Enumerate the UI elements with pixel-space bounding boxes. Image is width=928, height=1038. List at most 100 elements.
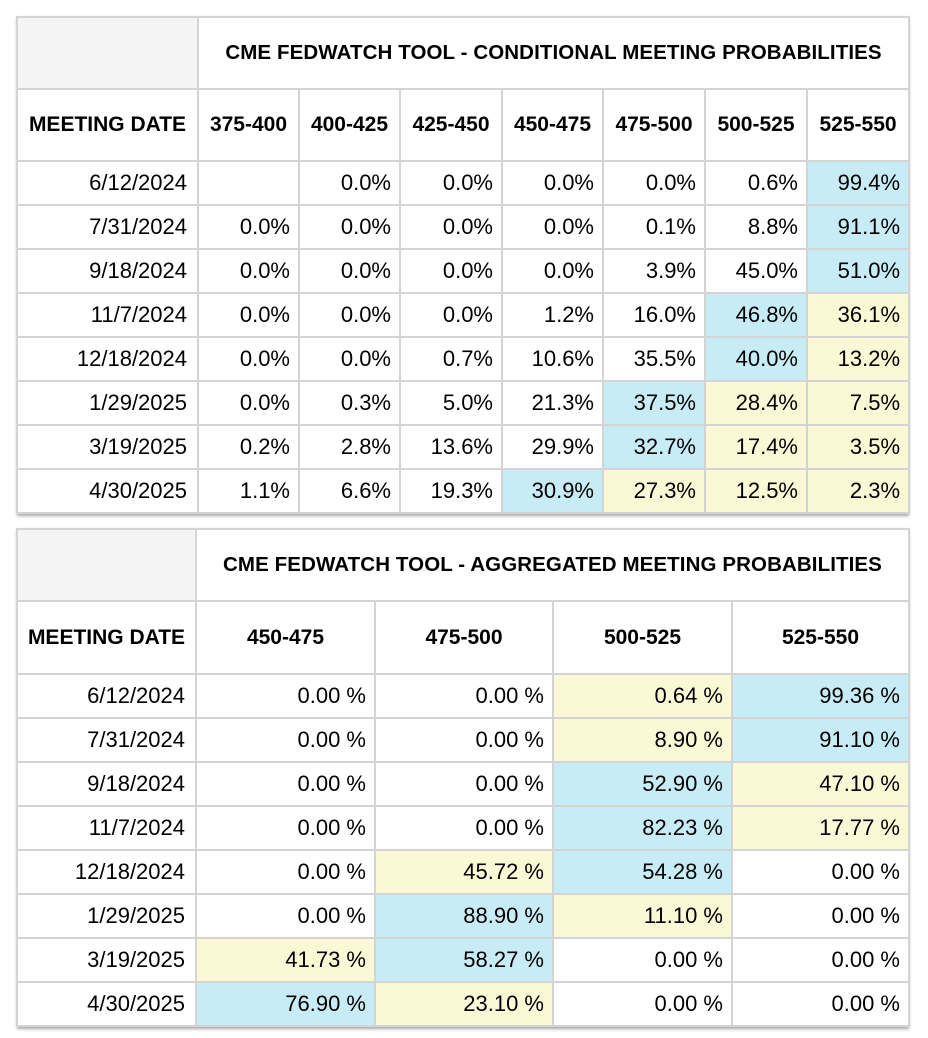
table-row: 6/12/2024 0.00 % 0.00 % 0.64 % 99.36 %: [16, 673, 910, 719]
probability-cell: 41.73 %: [195, 937, 376, 983]
rate-range-header: 475-500: [374, 600, 554, 675]
probability-cell: 0.00 %: [731, 849, 910, 895]
rate-range-header: 375-400: [197, 88, 300, 162]
probability-cell: 0.0%: [399, 204, 503, 250]
probability-cell: 47.10 %: [731, 761, 910, 807]
probability-cell: 2.3%: [805, 468, 911, 514]
probability-cell: 0.00 %: [552, 981, 733, 1027]
probability-cell: 0.0%: [399, 292, 503, 338]
probability-cell: 13.6%: [399, 424, 503, 470]
probability-cell: 45.0%: [704, 248, 808, 294]
probability-cell: 27.3%: [602, 468, 706, 514]
table-row: 7/31/2024 0.0% 0.0% 0.0% 0.0% 0.1% 8.8% 91.1%: [16, 204, 911, 250]
aggregated-probabilities-table: CME FEDWATCH TOOL - AGGREGATED MEETING P…: [16, 528, 910, 1027]
probability-cell: 1.2%: [501, 292, 604, 338]
aggregated-probabilities-panel: CME FEDWATCH TOOL - AGGREGATED MEETING P…: [16, 528, 910, 1027]
probability-cell: 46.8%: [704, 292, 808, 338]
table-row: 3/19/2025 0.2% 2.8% 13.6% 29.9% 32.7% 17.4% 3.5…: [16, 424, 911, 470]
table-row: 4/30/2025 1.1% 6.6% 19.3% 30.9% 27.3% 12.5% 2.3…: [16, 468, 911, 514]
probability-cell: 0.00 %: [195, 893, 376, 939]
table-row: 6/12/2024 0.0% 0.0% 0.0% 0.0% 0.6% 99.4%: [16, 160, 911, 206]
probability-cell: 0.0%: [298, 160, 401, 206]
probability-cell: 21.3%: [501, 380, 604, 426]
meeting-date-cell: 6/12/2024: [16, 160, 199, 206]
probability-cell: 54.28 %: [552, 849, 733, 895]
probability-cell: 0.0%: [501, 160, 604, 206]
probability-cell: 0.00 %: [731, 893, 910, 939]
meeting-date-cell: 7/31/2024: [16, 717, 197, 763]
probability-cell: 3.5%: [805, 424, 911, 470]
probability-cell: 0.00 %: [731, 981, 910, 1027]
probability-cell: 0.0%: [197, 292, 300, 338]
probability-cell: 88.90 %: [374, 893, 554, 939]
probability-cell: 0.0%: [501, 204, 604, 250]
probability-cell: 0.00 %: [195, 673, 376, 719]
probability-cell: 29.9%: [501, 424, 604, 470]
probability-cell: 16.0%: [602, 292, 706, 338]
probability-cell: 2.8%: [298, 424, 401, 470]
probability-cell: 0.00 %: [374, 805, 554, 851]
probability-cell: [197, 160, 300, 206]
probability-cell: 0.00 %: [374, 717, 554, 763]
table-row: 1/29/2025 0.00 % 88.90 % 11.10 % 0.00 %: [16, 893, 910, 939]
probability-cell: 0.00 %: [195, 849, 376, 895]
probability-cell: 0.00 %: [374, 761, 554, 807]
rate-range-header: 450-475: [195, 600, 376, 675]
probability-cell: 0.6%: [704, 160, 808, 206]
probability-cell: 0.0%: [501, 248, 604, 294]
probability-cell: 32.7%: [602, 424, 706, 470]
meeting-date-cell: 11/7/2024: [16, 805, 197, 851]
probability-cell: 0.0%: [197, 380, 300, 426]
probability-cell: 17.77 %: [731, 805, 910, 851]
rate-range-header: 450-475: [501, 88, 604, 162]
probability-cell: 0.0%: [298, 248, 401, 294]
table-title: CME FEDWATCH TOOL - CONDITIONAL MEETING …: [196, 16, 911, 90]
meeting-date-header: MEETING DATE: [16, 88, 199, 162]
probability-cell: 58.27 %: [374, 937, 554, 983]
probability-cell: 76.90 %: [195, 981, 376, 1027]
probability-cell: 3.9%: [602, 248, 706, 294]
probability-cell: 30.9%: [501, 468, 604, 514]
probability-cell: 19.3%: [399, 468, 503, 514]
meeting-date-cell: 3/19/2025: [16, 937, 197, 983]
meeting-date-cell: 11/7/2024: [16, 292, 199, 338]
rate-range-header: 525-550: [805, 88, 911, 162]
probability-cell: 0.00 %: [195, 805, 376, 851]
probability-cell: 91.1%: [805, 204, 911, 250]
probability-cell: 23.10 %: [374, 981, 554, 1027]
probability-cell: 0.2%: [197, 424, 300, 470]
rate-range-header: 500-525: [552, 600, 733, 675]
probability-cell: 0.0%: [298, 204, 401, 250]
probability-cell: 0.0%: [298, 336, 401, 382]
meeting-date-cell: 4/30/2025: [16, 981, 197, 1027]
meeting-date-cell: 3/19/2025: [16, 424, 199, 470]
meeting-date-cell: 9/18/2024: [16, 248, 199, 294]
table-row: 11/7/2024 0.00 % 0.00 % 82.23 % 17.77 %: [16, 805, 910, 851]
probability-cell: 1.1%: [197, 468, 300, 514]
table-row: 12/18/2024 0.0% 0.0% 0.7% 10.6% 35.5% 40.0% 13.…: [16, 336, 911, 382]
probability-cell: 0.0%: [298, 292, 401, 338]
meeting-date-cell: 12/18/2024: [16, 336, 199, 382]
probability-cell: 36.1%: [805, 292, 911, 338]
probability-cell: 0.64 %: [552, 673, 733, 719]
table-row: 1/29/2025 0.0% 0.3% 5.0% 21.3% 37.5% 28.4% 7.5%: [16, 380, 911, 426]
table-row: 12/18/2024 0.00 % 45.72 % 54.28 % 0.00 %: [16, 849, 910, 895]
probability-cell: 0.0%: [197, 204, 300, 250]
table-title: CME FEDWATCH TOOL - AGGREGATED MEETING P…: [195, 528, 910, 602]
probability-cell: 17.4%: [704, 424, 808, 470]
meeting-date-cell: 12/18/2024: [16, 849, 197, 895]
probability-cell: 0.7%: [399, 336, 503, 382]
probability-cell: 0.0%: [602, 160, 706, 206]
probability-cell: 0.3%: [298, 380, 401, 426]
conditional-probabilities-table: CME FEDWATCH TOOL - CONDITIONAL MEETING …: [16, 16, 911, 514]
meeting-date-cell: 1/29/2025: [16, 380, 199, 426]
table-row: 4/30/2025 76.90 % 23.10 % 0.00 % 0.00 %: [16, 981, 910, 1027]
probability-cell: 28.4%: [704, 380, 808, 426]
meeting-date-header: MEETING DATE: [16, 600, 197, 675]
probability-cell: 51.0%: [805, 248, 911, 294]
probability-cell: 8.90 %: [552, 717, 733, 763]
probability-cell: 0.00 %: [374, 673, 554, 719]
table-row: 7/31/2024 0.00 % 0.00 % 8.90 % 91.10 %: [16, 717, 910, 763]
probability-cell: 82.23 %: [552, 805, 733, 851]
table-row: 11/7/2024 0.0% 0.0% 0.0% 1.2% 16.0% 46.8% 36.1%: [16, 292, 911, 338]
